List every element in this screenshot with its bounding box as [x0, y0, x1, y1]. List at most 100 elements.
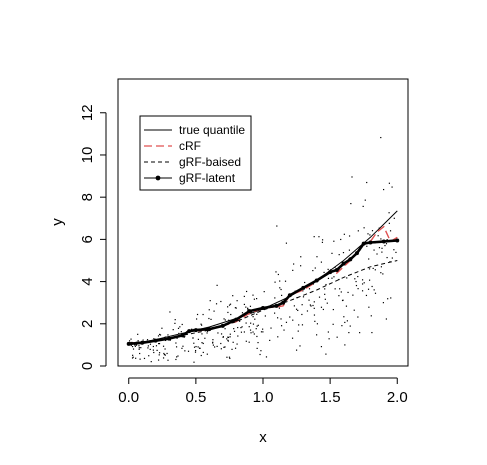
scatter-point	[181, 323, 183, 326]
scatter-point	[324, 293, 326, 295]
scatter-point	[338, 278, 340, 281]
scatter-point	[137, 340, 139, 342]
scatter-point	[339, 288, 341, 290]
scatter-point	[214, 346, 216, 348]
scatter-point	[213, 310, 215, 312]
scatter-point	[277, 336, 279, 338]
y-tick-label: 4	[79, 277, 96, 285]
scatter-point	[357, 230, 359, 232]
scatter-point	[197, 346, 199, 348]
scatter-point	[270, 327, 272, 329]
scatter-point	[357, 275, 359, 278]
scatter-point	[274, 297, 276, 299]
scatter-point	[395, 251, 397, 254]
scatter-point	[347, 291, 349, 294]
scatter-point	[260, 331, 263, 333]
scatter-point	[137, 333, 139, 335]
scatter-point	[243, 331, 245, 333]
scatter-point	[325, 283, 327, 286]
scatter-point	[192, 337, 194, 339]
scatter-point	[206, 332, 208, 334]
scatter-point	[201, 324, 203, 326]
scatter-point	[312, 304, 314, 307]
scatter-point	[341, 325, 343, 327]
scatter-point	[357, 316, 359, 318]
scatter-point	[236, 300, 238, 302]
scatter-point	[226, 356, 228, 358]
axes: 0.0 0.5 1.0 1.5 2.0 0 2 4 6 8 10 12	[79, 104, 408, 406]
scatter-point	[152, 349, 154, 351]
scatter-point	[368, 268, 371, 270]
scatter-point	[284, 280, 287, 282]
series-lines	[126, 210, 400, 346]
scatter-point	[381, 247, 383, 249]
scatter-point	[227, 336, 230, 339]
scatter-point	[138, 345, 140, 347]
scatter-point	[166, 352, 168, 355]
scatter-point	[135, 357, 137, 359]
scatter-point	[391, 186, 393, 188]
legend: true quantile cRF gRF-baised gRF-latent	[139, 115, 252, 191]
scatter-point	[139, 358, 141, 360]
scatter-point	[324, 288, 326, 290]
scatter-point	[223, 318, 225, 320]
scatter-point	[224, 328, 226, 330]
scatter-point	[194, 351, 197, 353]
scatter-point	[229, 303, 232, 305]
scatter-point	[393, 249, 395, 251]
x-tick-label: 0.0	[118, 389, 139, 406]
scatter-point	[249, 329, 252, 331]
scatter-point	[143, 357, 146, 360]
scatter-point	[373, 249, 375, 251]
scatter-point	[257, 324, 259, 326]
scatter-point	[320, 261, 323, 263]
scatter-point	[380, 136, 382, 139]
grf-latent-point	[341, 261, 346, 266]
grf-latent-point	[354, 251, 359, 256]
scatter-point	[301, 324, 304, 326]
grf-latent-point	[274, 303, 279, 308]
scatter-point	[231, 348, 233, 350]
scatter-point	[324, 298, 326, 300]
scatter-point	[158, 343, 160, 345]
scatter-point	[237, 326, 239, 329]
scatter-point	[245, 322, 247, 324]
scatter-point	[226, 338, 228, 340]
scatter-point	[384, 244, 386, 247]
scatter-point	[250, 322, 252, 324]
scatter-point	[371, 331, 373, 334]
scatter-point	[158, 333, 161, 336]
scatter-point	[292, 269, 294, 271]
scatter-point	[167, 359, 169, 361]
scatter-point	[245, 340, 247, 342]
scatter-point	[193, 346, 196, 348]
series-line-grf-latent	[128, 239, 398, 346]
scatter-point	[352, 294, 354, 296]
x-tick-label: 2.0	[387, 389, 408, 406]
scatter-point	[227, 340, 229, 342]
grf-latent-point	[334, 267, 339, 272]
scatter-point	[365, 294, 368, 297]
grf-latent-point	[234, 317, 239, 322]
grf-latent-point	[395, 238, 400, 243]
scatter-point	[359, 332, 361, 334]
legend-box	[139, 115, 252, 191]
scatter-point	[200, 354, 202, 357]
scatter-point	[362, 205, 364, 208]
scatter-point	[353, 309, 355, 311]
scatter-point	[131, 357, 134, 359]
scatter-point	[382, 302, 385, 304]
scatter-point	[310, 305, 312, 307]
x-axis-label: x	[259, 429, 267, 446]
scatter-point	[389, 230, 392, 232]
scatter-point	[142, 339, 144, 341]
scatter-point	[180, 331, 182, 333]
scatter-point	[228, 356, 231, 358]
grf-latent-point	[247, 309, 252, 314]
scatter-point	[227, 336, 229, 338]
scatter-point	[327, 268, 329, 270]
scatter-point	[195, 318, 198, 320]
scatter-point	[316, 334, 318, 336]
scatter-point	[196, 313, 199, 316]
